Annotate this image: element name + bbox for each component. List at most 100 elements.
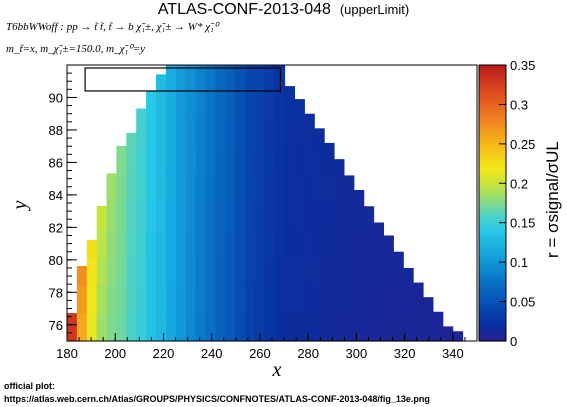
heatmap-cell xyxy=(165,117,177,147)
heatmap-cell xyxy=(225,257,236,286)
colorbar-tick-label: 0.1 xyxy=(510,255,528,270)
annotation-box xyxy=(84,67,282,92)
heatmap-cell xyxy=(185,89,197,119)
heatmap-cell xyxy=(343,285,355,314)
colorbar-segment xyxy=(479,270,506,274)
heatmap-cell xyxy=(373,257,385,286)
heatmap-cell xyxy=(146,117,157,147)
heatmap-cell xyxy=(96,313,108,342)
heatmap-cell xyxy=(264,145,276,175)
colorbar-segment xyxy=(479,137,506,141)
colorbar-segment xyxy=(479,240,506,244)
heatmap-cell xyxy=(333,313,345,342)
heatmap-cell xyxy=(363,206,375,230)
heatmap-cell xyxy=(264,65,276,91)
colorbar-segment xyxy=(479,87,506,91)
colorbar-segment xyxy=(479,187,506,192)
colorbar-segment xyxy=(479,203,506,207)
heatmap-cell xyxy=(215,229,226,258)
heatmap-cell xyxy=(363,285,375,314)
colorbar-segment xyxy=(479,102,506,106)
heatmap-cell xyxy=(294,99,305,119)
heatmap-cell xyxy=(274,229,286,258)
colorbar-segment xyxy=(479,248,506,252)
x-tick-label: 280 xyxy=(297,346,319,361)
heatmap-cell xyxy=(294,285,305,314)
heatmap-cell xyxy=(264,173,276,202)
heatmap-cell xyxy=(314,201,325,230)
heatmap-cell xyxy=(126,132,137,147)
heatmap-cell xyxy=(76,285,88,314)
heatmap-cell xyxy=(294,117,305,147)
heatmap-cell xyxy=(274,173,286,202)
heatmap-cell xyxy=(264,313,276,342)
heatmap-cell xyxy=(254,201,266,230)
heatmap-cell xyxy=(126,313,137,342)
heatmap-cell xyxy=(185,257,197,286)
heatmap-cell xyxy=(175,257,187,286)
heatmap-cell xyxy=(244,257,256,286)
colorbar-segment xyxy=(479,125,506,129)
heatmap-cell xyxy=(235,201,246,230)
heatmap-cell xyxy=(155,145,167,175)
colorbar-segment xyxy=(479,295,506,299)
heatmap-cell xyxy=(126,229,137,258)
colorbar-segment xyxy=(479,260,506,264)
heatmap-cell xyxy=(195,117,207,147)
heatmap-cell xyxy=(353,229,365,258)
heatmap-cell xyxy=(175,89,187,119)
colorbar-segment xyxy=(479,80,506,84)
heatmap-cell xyxy=(264,201,276,230)
heatmap-cell xyxy=(244,173,256,202)
colorbar-segment xyxy=(479,147,506,151)
heatmap-cell xyxy=(225,145,236,175)
colorbar-segment xyxy=(479,157,506,161)
colorbar-segment xyxy=(479,305,506,309)
heatmap-cell xyxy=(264,229,276,258)
colorbar-segment xyxy=(479,245,506,249)
footer-url[interactable]: https://atlas.web.cern.ch/Atlas/GROUPS/P… xyxy=(4,394,430,404)
heatmap-cell xyxy=(136,201,147,230)
colorbar-segment xyxy=(479,152,506,156)
colorbar-segment xyxy=(479,213,506,217)
y-tick-label: 76 xyxy=(49,318,63,333)
heatmap-cell xyxy=(353,285,365,314)
heatmap-cell xyxy=(254,145,266,175)
heatmap-cell xyxy=(294,145,305,175)
colorbar-segment xyxy=(479,268,506,272)
heatmap-cell xyxy=(373,229,385,258)
colorbar-segment xyxy=(479,140,506,144)
heatmap-cell xyxy=(235,313,246,342)
heatmap-cell xyxy=(106,173,118,202)
heatmap-cell xyxy=(146,145,157,175)
heatmap-cell xyxy=(353,201,365,230)
heatmap-cell xyxy=(373,313,385,342)
heatmap-cell xyxy=(96,257,108,286)
heatmap-cell xyxy=(195,229,207,258)
heatmap-cell xyxy=(333,173,345,202)
heatmap-cell xyxy=(116,145,127,175)
heatmap-cell xyxy=(294,201,305,230)
colorbar-segment xyxy=(479,192,506,197)
heatmap-cell xyxy=(215,145,226,175)
colorbar-label: r = σsignal/σUL xyxy=(543,141,562,258)
heatmap-cell xyxy=(343,257,355,286)
colorbar-segment xyxy=(479,70,506,74)
x-tick-label: 340 xyxy=(442,346,464,361)
heatmap-cell xyxy=(244,313,256,342)
heatmap-cell xyxy=(244,285,256,314)
heatmap-cell xyxy=(304,201,315,230)
heatmap-cell xyxy=(333,159,345,175)
heatmap-cell xyxy=(155,229,167,258)
heatmap-cell xyxy=(175,285,187,314)
heatmap-cell xyxy=(343,201,355,230)
heatmap-cell xyxy=(205,173,216,202)
heatmap-cell xyxy=(185,145,197,175)
colorbar-segment xyxy=(479,335,506,340)
colorbar-segment xyxy=(479,255,506,259)
heatmap-cell xyxy=(155,117,167,147)
heatmap-cell xyxy=(205,65,216,91)
heatmap-cell xyxy=(205,89,216,119)
heatmap-cell xyxy=(136,117,147,147)
colorbar-segment xyxy=(479,230,506,234)
